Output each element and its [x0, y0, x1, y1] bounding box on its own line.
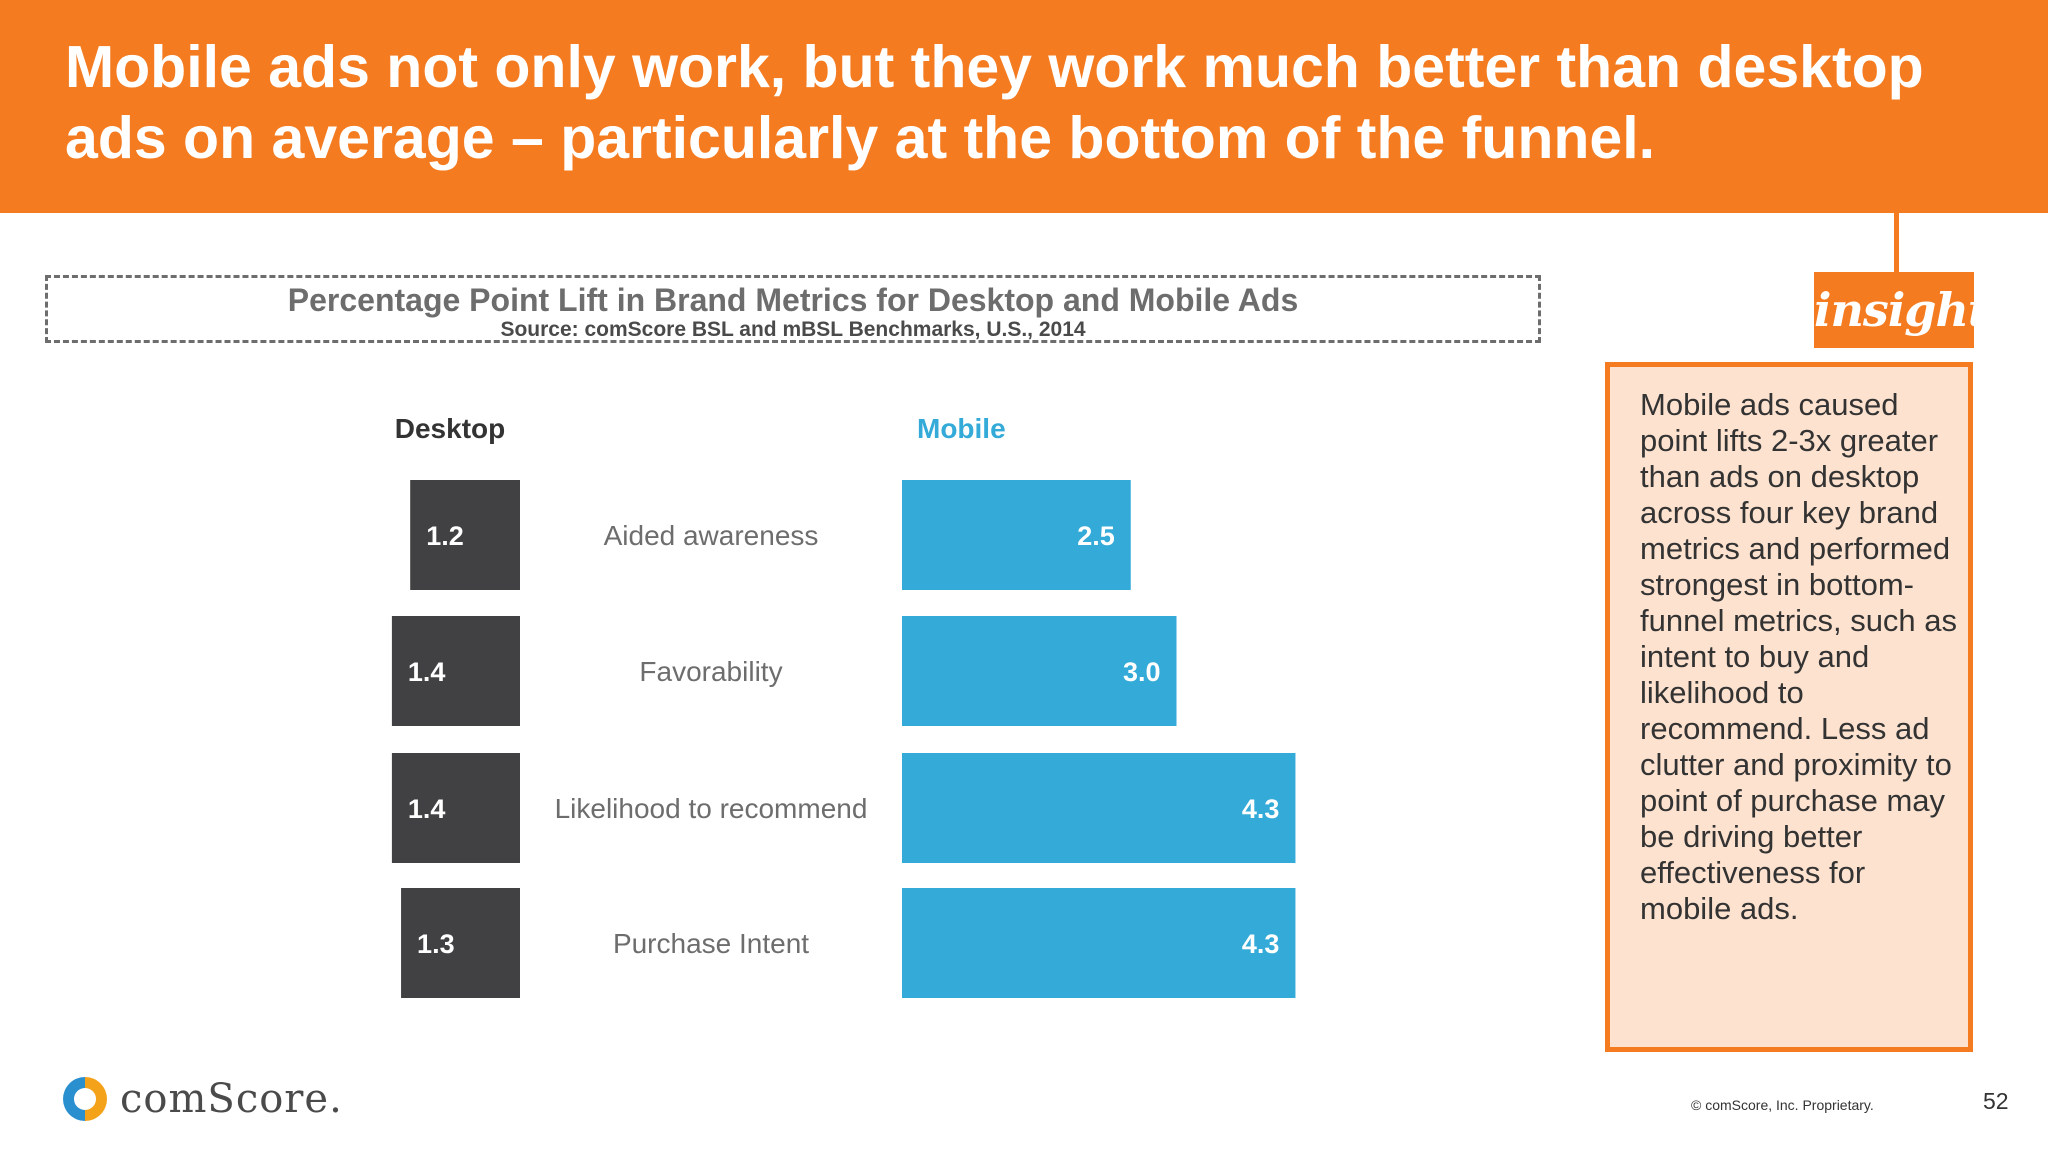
data-label-desktop-1: 1.4	[408, 657, 446, 687]
insight-text: Mobile ads caused point lifts 2-3x great…	[1640, 387, 1958, 926]
bar-mobile-0	[902, 480, 1131, 590]
data-label-desktop-0: 1.2	[426, 521, 464, 551]
chart-title-box: Percentage Point Lift in Brand Metrics f…	[45, 275, 1541, 343]
data-label-desktop-2: 1.4	[408, 794, 446, 824]
page-title: Mobile ads not only work, but they work …	[65, 34, 1924, 171]
bar-mobile-2	[902, 753, 1296, 863]
comscore-logo: comScore.	[62, 1075, 362, 1125]
insight-connector	[1894, 213, 1899, 273]
data-label-mobile-3: 4.3	[1242, 929, 1280, 959]
category-label-2: Likelihood to recommend	[555, 793, 868, 824]
bar-desktop-1	[391, 616, 520, 726]
category-label-3: Purchase Intent	[613, 928, 809, 959]
series-header-desktop: Desktop	[395, 413, 505, 444]
insight-box: Mobile ads caused point lifts 2-3x great…	[1605, 362, 1973, 1052]
header-banner: Mobile ads not only work, but they work …	[0, 0, 2048, 213]
copyright: © comScore, Inc. Proprietary.	[1691, 1097, 1874, 1113]
bar-desktop-2	[391, 753, 520, 863]
logo-text: comScore.	[120, 1076, 343, 1122]
category-label-0: Aided awareness	[604, 520, 819, 551]
chart-title: Percentage Point Lift in Brand Metrics f…	[287, 282, 1299, 318]
data-label-mobile-0: 2.5	[1077, 521, 1115, 551]
brand-lift-chart: Desktop Mobile 1.2 Aided awareness 2.5 1.4 Fav…	[391, 413, 1296, 998]
page-number: 52	[1983, 1088, 2009, 1114]
insight-tag: insight	[1814, 272, 1989, 348]
series-header-mobile: Mobile	[917, 413, 1006, 444]
bar-desktop-3	[401, 888, 520, 998]
data-label-mobile-1: 3.0	[1123, 657, 1161, 687]
bar-mobile-1	[902, 616, 1177, 726]
bar-mobile-3	[902, 888, 1296, 998]
data-label-mobile-2: 4.3	[1242, 794, 1280, 824]
category-label-1: Favorability	[639, 656, 782, 687]
bar-desktop-0	[410, 480, 520, 590]
chart-subtitle: Source: comScore BSL and mBSL Benchmarks…	[500, 318, 1086, 341]
data-label-desktop-3: 1.3	[417, 929, 455, 959]
comscore-logo-icon	[63, 1077, 107, 1121]
